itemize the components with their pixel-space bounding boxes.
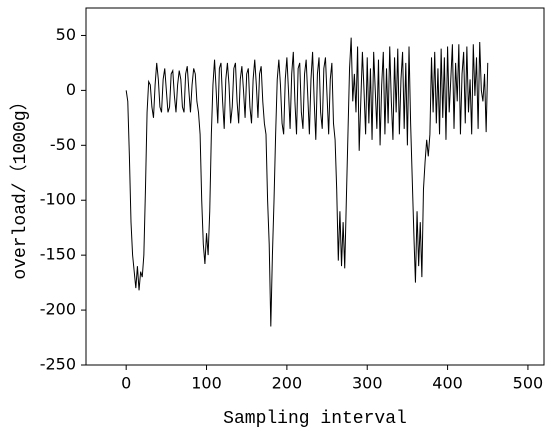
y-tick-label: -50 — [50, 135, 76, 154]
y-tick-label: -250 — [40, 355, 76, 374]
x-tick-label: 500 — [513, 374, 544, 393]
y-axis-label: overload/（1000g） — [9, 92, 31, 279]
y-tick-label: -150 — [40, 245, 76, 264]
x-axis-label: Sampling interval — [223, 409, 407, 429]
y-tick-label: -100 — [40, 190, 76, 209]
x-tick-label: 200 — [272, 374, 303, 393]
y-tick-label: -200 — [40, 300, 76, 319]
plot-frame — [85, 7, 545, 366]
y-tick-label: 50 — [56, 25, 76, 44]
x-tick-label: 100 — [191, 374, 222, 393]
x-tick-label: 400 — [432, 374, 463, 393]
y-tick-label: 0 — [66, 80, 76, 99]
x-tick-label: 300 — [352, 374, 383, 393]
data-line — [125, 37, 489, 327]
x-tick-label: 0 — [121, 374, 131, 393]
